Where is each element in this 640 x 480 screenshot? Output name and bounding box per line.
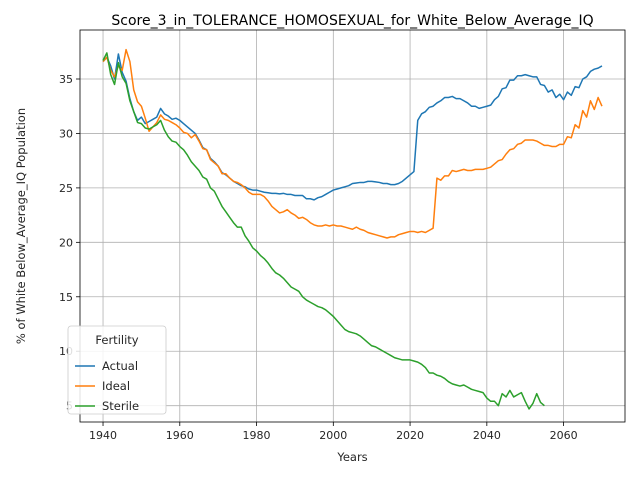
x-axis-ticks: 1940 1960 1980 2000 2020 2040 2060 — [89, 422, 578, 442]
legend-label-sterile: Sterile — [102, 399, 139, 413]
series-line-actual — [102, 53, 603, 201]
x-tick-label: 2060 — [550, 429, 578, 442]
x-tick-label: 2000 — [319, 429, 347, 442]
y-axis-label: % of White Below_Average_IQ Population — [14, 108, 28, 344]
x-tick-label: 2040 — [473, 429, 501, 442]
legend: Fertility Actual Ideal Sterile — [67, 325, 167, 415]
y-tick-label: 20 — [59, 236, 73, 249]
legend-label-actual: Actual — [102, 359, 138, 373]
legend-box — [67, 325, 167, 415]
x-tick-label: 1940 — [89, 429, 117, 442]
legend-title: Fertility — [95, 333, 138, 347]
x-tick-label: 2020 — [396, 429, 424, 442]
x-axis-label: Years — [336, 450, 367, 464]
x-tick-label: 1960 — [166, 429, 194, 442]
series-line-sterile — [102, 52, 545, 410]
chart-title: Score_3_in_TOLERANCE_HOMOSEXUAL_for_Whit… — [111, 13, 593, 29]
y-tick-label: 25 — [59, 182, 73, 195]
legend-label-ideal: Ideal — [102, 379, 130, 393]
x-tick-label: 1980 — [243, 429, 271, 442]
plot-area-frame — [79, 29, 626, 423]
series-line-ideal — [102, 48, 603, 239]
grid-lines — [80, 30, 625, 422]
y-tick-label: 35 — [59, 73, 73, 86]
y-tick-label: 30 — [59, 127, 73, 140]
series-layer — [102, 48, 603, 410]
y-tick-label: 15 — [59, 291, 73, 304]
